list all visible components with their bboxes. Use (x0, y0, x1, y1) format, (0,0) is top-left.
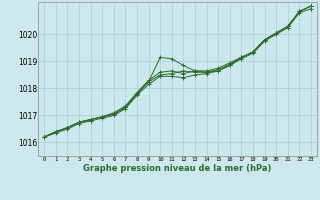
X-axis label: Graphe pression niveau de la mer (hPa): Graphe pression niveau de la mer (hPa) (84, 164, 272, 173)
